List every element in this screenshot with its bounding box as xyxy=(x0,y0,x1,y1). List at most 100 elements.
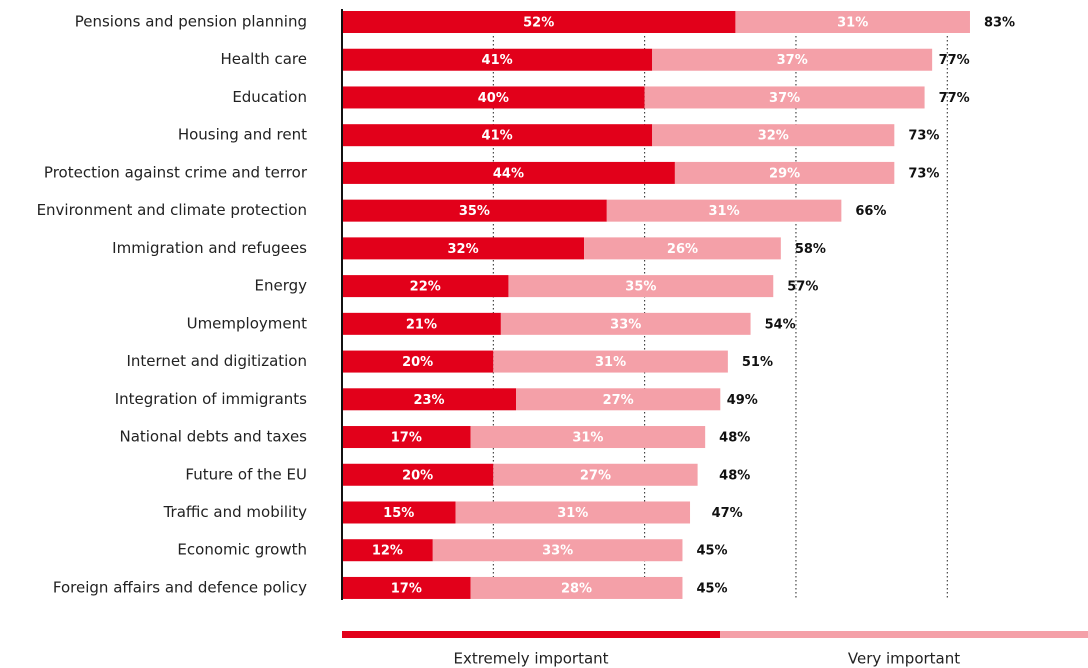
value-label: 29% xyxy=(769,166,800,181)
value-label: 31% xyxy=(709,204,740,219)
category-label: Health care xyxy=(220,50,307,68)
bar-segment xyxy=(342,501,456,524)
value-label: 40% xyxy=(478,91,509,106)
total-label: 45% xyxy=(696,544,727,559)
value-label: 28% xyxy=(561,581,592,596)
total-label: 57% xyxy=(787,280,818,295)
category-label: Future of the EU xyxy=(185,465,307,483)
bar-segment xyxy=(342,86,645,109)
total-label: 83% xyxy=(984,16,1015,31)
value-label: 20% xyxy=(402,355,433,370)
value-label: 41% xyxy=(482,129,513,144)
total-label: 51% xyxy=(742,355,773,370)
value-label: 17% xyxy=(391,581,422,596)
bar-segment xyxy=(342,426,471,449)
bar-segment xyxy=(342,275,509,298)
bar-segment xyxy=(470,426,706,449)
category-label: Pensions and pension planning xyxy=(75,13,307,31)
value-label: 44% xyxy=(493,166,524,181)
bar-segment xyxy=(644,86,925,109)
legend-swatch xyxy=(342,631,720,638)
category-label: Housing and rent xyxy=(178,126,307,144)
total-label: 58% xyxy=(795,242,826,257)
value-label: 33% xyxy=(610,317,641,332)
bar-segment xyxy=(342,576,471,599)
bar-segment xyxy=(493,350,728,373)
bar-segment xyxy=(342,11,736,33)
total-label: 48% xyxy=(719,431,750,446)
value-label: 31% xyxy=(572,431,603,446)
total-label: 47% xyxy=(712,506,743,521)
category-label: Education xyxy=(232,88,307,106)
total-label: 45% xyxy=(696,581,727,596)
legend-label: Very important xyxy=(848,650,960,668)
bar-segment xyxy=(432,539,683,562)
bar-segment xyxy=(516,388,721,411)
bar-segment xyxy=(584,237,781,260)
bar-segment xyxy=(470,576,683,599)
bar-segment xyxy=(342,124,653,147)
total-label: 77% xyxy=(939,91,970,106)
legend-label: Extremely important xyxy=(453,650,608,668)
bar-segment xyxy=(342,350,494,373)
bar-segment xyxy=(342,312,501,335)
total-label: 49% xyxy=(727,393,758,408)
bar-segment xyxy=(342,539,433,562)
value-label: 32% xyxy=(758,129,789,144)
value-label: 31% xyxy=(837,16,868,31)
bar-segment xyxy=(606,199,842,222)
category-label: Internet and digitization xyxy=(126,352,307,370)
value-label: 41% xyxy=(482,53,513,68)
bar-segment xyxy=(652,48,933,71)
category-label: Immigration and refugees xyxy=(112,239,307,257)
total-label: 54% xyxy=(765,317,796,332)
bar-segment xyxy=(674,161,895,184)
value-label: 33% xyxy=(542,544,573,559)
bar-segment xyxy=(508,275,774,298)
bar-segment xyxy=(500,312,751,335)
value-label: 31% xyxy=(595,355,626,370)
value-label: 35% xyxy=(459,204,490,219)
bar-segment xyxy=(455,501,691,524)
value-label: 27% xyxy=(603,393,634,408)
value-label: 32% xyxy=(447,242,478,257)
bar-segment xyxy=(342,463,494,486)
total-label: 66% xyxy=(855,204,886,219)
value-label: 15% xyxy=(383,506,414,521)
total-label: 73% xyxy=(908,166,939,181)
value-label: 52% xyxy=(523,16,554,31)
category-label: National debts and taxes xyxy=(119,428,307,446)
bar-segment xyxy=(342,388,517,411)
total-label: 73% xyxy=(908,129,939,144)
bar-segment xyxy=(493,463,698,486)
value-label: 22% xyxy=(410,280,441,295)
category-label: Integration of immigrants xyxy=(115,390,307,408)
category-label: Umemployment xyxy=(187,314,308,332)
category-label: Energy xyxy=(254,277,307,295)
value-label: 23% xyxy=(413,393,444,408)
bar-segment xyxy=(342,237,585,260)
bar-segment xyxy=(342,48,653,71)
value-label: 37% xyxy=(777,53,808,68)
bar-segment xyxy=(342,161,675,184)
value-label: 20% xyxy=(402,468,433,483)
total-label: 48% xyxy=(719,468,750,483)
bar-segment xyxy=(735,11,970,33)
value-label: 35% xyxy=(625,280,656,295)
value-label: 31% xyxy=(557,506,588,521)
bar-segment xyxy=(652,124,895,147)
value-label: 21% xyxy=(406,317,437,332)
category-label: Environment and climate protection xyxy=(37,201,307,219)
category-label: Traffic and mobility xyxy=(163,503,308,521)
value-label: 27% xyxy=(580,468,611,483)
category-label: Foreign affairs and defence policy xyxy=(53,578,307,596)
total-label: 77% xyxy=(939,53,970,68)
legend-swatch xyxy=(720,631,1088,638)
value-label: 17% xyxy=(391,431,422,446)
bar-segment xyxy=(342,199,607,222)
category-label: Protection against crime and terror xyxy=(44,163,308,181)
category-label: Economic growth xyxy=(177,541,307,559)
value-label: 37% xyxy=(769,91,800,106)
value-label: 26% xyxy=(667,242,698,257)
